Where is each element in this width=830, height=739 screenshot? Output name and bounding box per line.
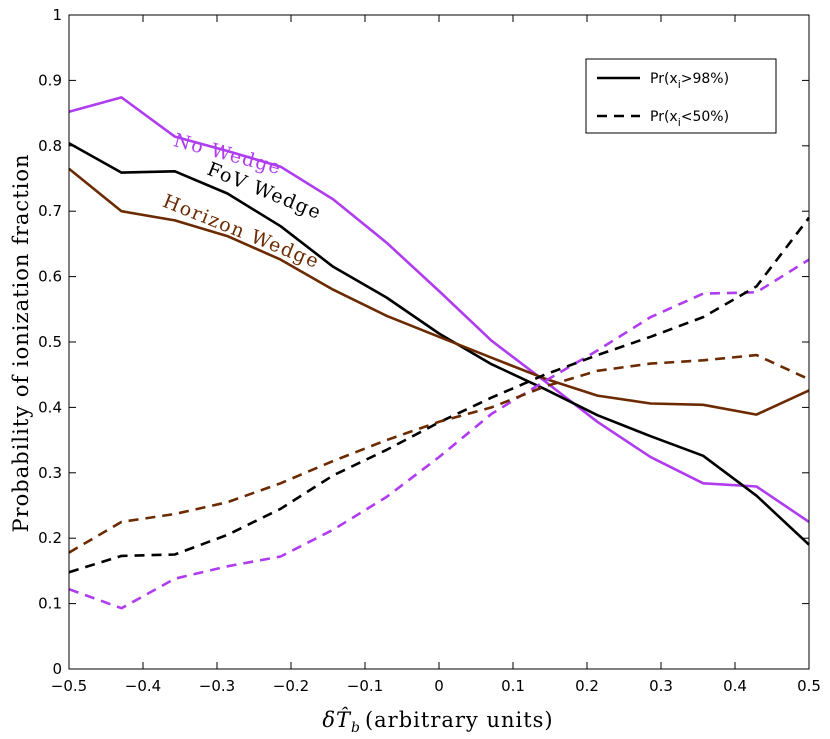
y-tick-label: 0.9 bbox=[38, 71, 62, 89]
x-tick-label: 0.4 bbox=[723, 677, 747, 695]
y-tick-label: 0.2 bbox=[38, 529, 62, 547]
legend-entry-solid: Pr(xi>98%) bbox=[650, 71, 729, 91]
x-tick-label: 0.2 bbox=[575, 677, 599, 695]
y-tick-label: 0.4 bbox=[38, 398, 62, 416]
x-tick-label: 0.5 bbox=[797, 677, 821, 695]
y-tick-label: 1 bbox=[52, 6, 62, 24]
y-tick-label: 0.3 bbox=[38, 464, 62, 482]
legend-entry-dashed: Pr(xi<50%) bbox=[650, 109, 729, 129]
x-tick-label: −0.1 bbox=[347, 677, 383, 695]
y-tick-label: 0.7 bbox=[38, 202, 62, 220]
tick-layer: −0.5 −0.4 −0.3 −0.2 −0.1 0 0.1 0.2 0.3 0.4 0.5 0 0.1… bbox=[38, 6, 821, 695]
x-tick-label: 0.1 bbox=[501, 677, 525, 695]
series-line-1 bbox=[68, 142, 810, 546]
y-tick-label: 0 bbox=[52, 660, 62, 678]
x-tick-label: 0.3 bbox=[649, 677, 673, 695]
series-line-0 bbox=[68, 96, 810, 523]
y-tick-label: 0.8 bbox=[38, 137, 62, 155]
series-line-2 bbox=[68, 167, 810, 416]
series-layer bbox=[68, 96, 811, 610]
y-tick-label: 0.1 bbox=[38, 595, 62, 613]
y-tick-label: 0.6 bbox=[38, 268, 62, 286]
x-tick-label: 0 bbox=[434, 677, 444, 695]
series-line-5 bbox=[68, 353, 810, 554]
x-tick-label: −0.2 bbox=[273, 677, 309, 695]
series-line-3 bbox=[68, 258, 810, 610]
series-line-4 bbox=[68, 216, 811, 574]
x-tick-label: −0.4 bbox=[125, 677, 161, 695]
x-axis-label: δT̂b (arbitrary units) bbox=[322, 708, 553, 736]
y-axis-label: Probability of ionization fraction bbox=[9, 153, 33, 532]
legend: Pr(xi>98%) Pr(xi<50%) bbox=[585, 58, 777, 134]
y-tick-label: 0.5 bbox=[38, 333, 62, 351]
x-tick-label: −0.3 bbox=[199, 677, 235, 695]
legend-box bbox=[585, 58, 777, 134]
x-tick-label: −0.5 bbox=[51, 677, 87, 695]
